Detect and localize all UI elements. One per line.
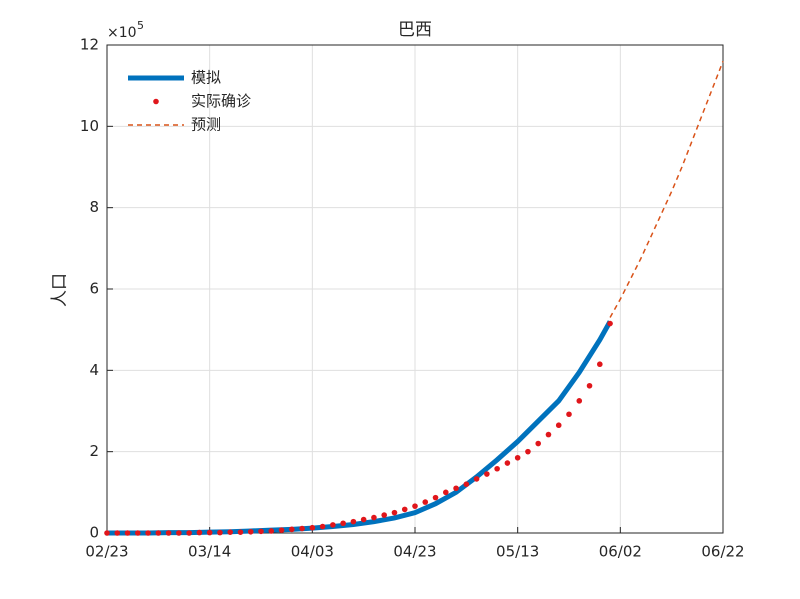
data-point xyxy=(371,514,377,521)
data-point xyxy=(504,460,511,466)
data-point xyxy=(278,527,285,533)
axes-box xyxy=(106,44,724,534)
x-tick-label: 04/23 xyxy=(393,543,436,561)
data-point xyxy=(453,485,459,492)
data-point xyxy=(607,320,613,327)
x-tick-label: 06/22 xyxy=(701,543,744,561)
y-exponent-base: ×10 xyxy=(107,25,137,41)
data-point xyxy=(473,476,480,482)
data-point xyxy=(412,503,418,509)
legend-label: 实际确诊 xyxy=(191,92,251,110)
data-point xyxy=(114,530,121,536)
y-tick-label: 6 xyxy=(89,280,99,298)
data-point xyxy=(566,411,572,418)
data-point xyxy=(104,530,110,536)
data-point xyxy=(124,530,131,536)
legend-label: 预测 xyxy=(191,116,221,134)
data-point xyxy=(299,525,305,532)
y-tick-label: 8 xyxy=(89,198,99,216)
data-point xyxy=(258,528,264,535)
data-point xyxy=(206,529,213,536)
data-point xyxy=(381,512,388,518)
y-tick-label: 2 xyxy=(89,442,99,460)
data-point xyxy=(217,529,223,536)
data-point xyxy=(555,422,562,429)
data-point xyxy=(391,509,398,516)
y-axis-label: 人口 xyxy=(50,273,70,307)
data-point xyxy=(463,481,470,488)
y-tick-label: 10 xyxy=(80,117,99,135)
y-tick-label: 12 xyxy=(80,36,99,54)
data-point xyxy=(545,431,552,438)
data-point xyxy=(309,524,316,531)
data-point xyxy=(330,522,336,528)
data-point xyxy=(535,440,541,447)
data-point xyxy=(196,529,203,536)
legend-swatch xyxy=(153,98,159,105)
data-point xyxy=(227,529,233,535)
data-point xyxy=(289,526,295,533)
data-point xyxy=(360,516,367,523)
data-point xyxy=(237,529,244,535)
fit-line xyxy=(107,320,613,536)
data-point xyxy=(340,520,346,527)
data-point xyxy=(514,454,521,461)
data-point xyxy=(422,499,429,505)
chart-title: 巴西 xyxy=(398,20,432,40)
data-point xyxy=(443,489,449,496)
data-point xyxy=(484,471,490,477)
data-point xyxy=(494,465,500,472)
data-point xyxy=(597,361,603,368)
data-point xyxy=(145,530,151,536)
data-point xyxy=(586,382,593,389)
y-tick-label: 4 xyxy=(89,361,99,379)
data-point xyxy=(247,528,254,535)
data-point xyxy=(268,528,275,534)
data-point xyxy=(319,523,326,530)
data-point xyxy=(525,448,531,455)
data-point xyxy=(176,530,182,536)
y-exponent-power: 5 xyxy=(137,19,144,32)
data-point xyxy=(186,530,192,536)
y-tick-label: 0 xyxy=(89,524,99,542)
data-point xyxy=(165,530,172,536)
x-tick-label: 03/14 xyxy=(188,543,231,561)
data-point xyxy=(135,530,141,536)
data-point xyxy=(155,530,162,536)
data-point xyxy=(401,506,408,513)
data-point xyxy=(576,398,583,404)
x-tick-label: 04/03 xyxy=(291,543,334,561)
data-point xyxy=(350,518,357,525)
x-tick-label: 06/02 xyxy=(599,543,642,561)
x-tick-label: 02/23 xyxy=(85,543,128,561)
x-tick-label: 05/13 xyxy=(496,543,539,561)
forecast-line xyxy=(609,60,724,318)
legend-label: 模拟 xyxy=(191,69,221,87)
data-point xyxy=(432,494,439,501)
